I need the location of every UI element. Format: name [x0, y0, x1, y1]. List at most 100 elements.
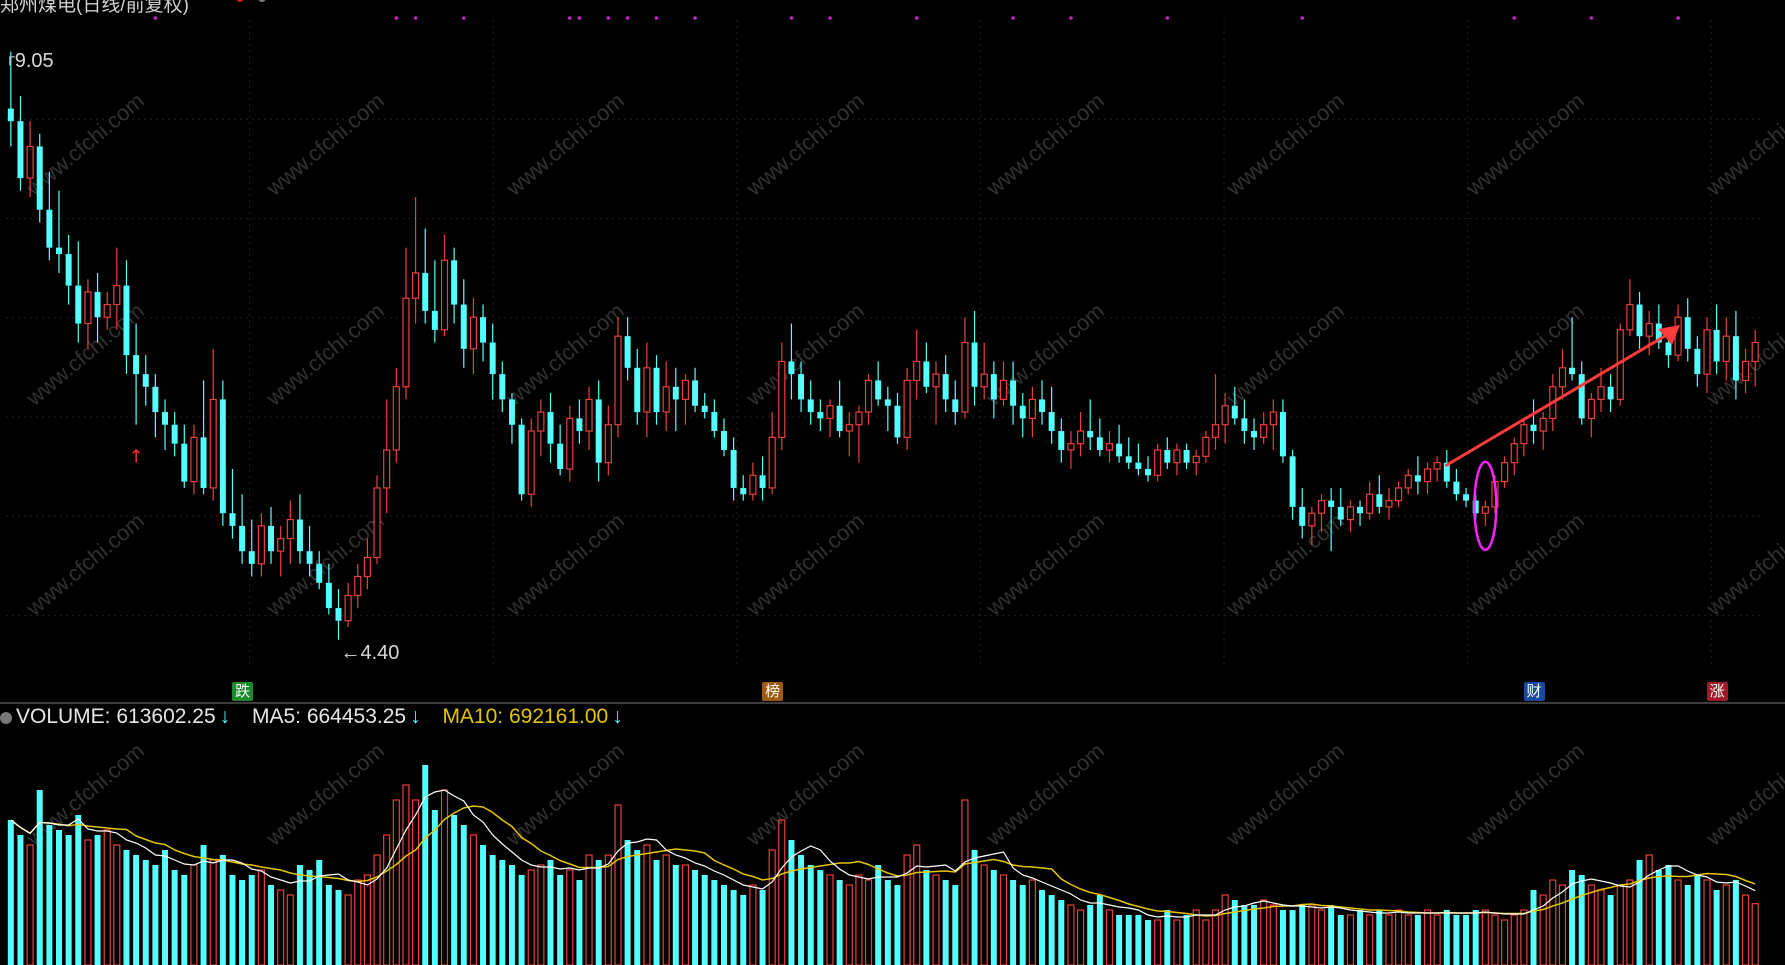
candle-body-down [1125, 456, 1132, 463]
volume-bar-down [1241, 905, 1248, 965]
watermark-text: www.cfchi.com [501, 298, 629, 411]
badge-down-list[interactable]: 跌 [232, 682, 254, 701]
volume-bar-down [171, 870, 178, 965]
volume-bar-up [113, 844, 121, 965]
signal-dot [1300, 16, 1305, 20]
candle-body-down [239, 525, 246, 552]
candle-body-down [65, 253, 72, 286]
candle-body-up [566, 417, 574, 470]
candle-body-down [460, 304, 467, 349]
volume-bar-up [1404, 914, 1412, 965]
candle-body-down [923, 361, 930, 387]
volume-bar-down [335, 890, 342, 965]
volume-bar-down [142, 860, 149, 965]
candle-body-up [1481, 506, 1489, 514]
volume-bar-up [1616, 884, 1624, 965]
settings-dot-icon[interactable] [0, 712, 12, 724]
watermark-text: www.cfchi.com [1701, 88, 1785, 201]
volume-bar-down [1569, 870, 1576, 965]
candle-body-up [1626, 303, 1634, 331]
volume-bar-up [1076, 909, 1085, 965]
volume-bar-down [701, 875, 708, 965]
watermark-text: www.cfchi.com [261, 298, 389, 411]
volume-bar-down [1019, 885, 1026, 965]
candle-body-down [595, 399, 602, 463]
candle-body-down [7, 108, 14, 122]
candle-body-up [1404, 474, 1412, 489]
volume-value: VOLUME: 613602.25 [16, 705, 216, 728]
candle-body-down [1530, 424, 1537, 432]
volume-bar-down [1357, 910, 1364, 965]
volume-bar-down [17, 835, 24, 965]
badge-finance[interactable]: 财 [1523, 682, 1545, 701]
watermark-text: www.cfchi.com [1461, 738, 1589, 851]
volume-bar-down [692, 870, 699, 965]
volume-bar-up [392, 799, 400, 965]
badge-ranking[interactable]: 榜 [762, 682, 784, 701]
candle-body-up [26, 145, 34, 179]
signal-dot [577, 16, 582, 20]
watermark-text: www.cfchi.com [501, 508, 629, 621]
candle-body-up [344, 594, 352, 622]
candle-body-down [1010, 380, 1017, 406]
volume-bar-down [624, 840, 631, 965]
candle-body-down [759, 475, 766, 488]
candle-body-up [190, 436, 198, 483]
volume-bar-up [1346, 914, 1354, 965]
volume-bar-up [1067, 904, 1075, 965]
volume-bar-down [36, 790, 43, 965]
candle-body-down [1145, 468, 1152, 476]
watermark-text: www.cfchi.com [981, 88, 1109, 201]
watermark-text: www.cfchi.com [1461, 298, 1589, 411]
candle-body-down [884, 399, 891, 406]
volume-bar-up [402, 784, 410, 965]
candle-body-down [942, 374, 949, 400]
candle-body-down [1636, 304, 1643, 337]
candle-body-up [1269, 411, 1277, 426]
volume-bar-down [557, 875, 564, 965]
volume-bar-up [643, 844, 651, 965]
candle-body-down [36, 146, 43, 210]
volume-bar-down [1376, 910, 1383, 965]
volume-bar-down [1443, 910, 1450, 965]
candle-body-down [740, 487, 747, 495]
candle-body-up [1385, 499, 1393, 508]
volume-bar-up [1173, 919, 1181, 965]
volume-bar-up [585, 854, 593, 965]
candle-body-up [373, 487, 381, 559]
candle-body-down [576, 418, 583, 432]
candle-body-up [604, 424, 612, 464]
candle-body-down [1694, 348, 1701, 375]
volume-bar-down [759, 890, 766, 965]
volume-bar-down [1665, 865, 1672, 965]
volume-bar-up [1558, 884, 1567, 965]
signal-dot [1011, 16, 1015, 20]
volume-bar-down [489, 855, 496, 965]
volume-bar-up [26, 844, 34, 965]
candle-body-down [1058, 431, 1065, 450]
signal-dot [654, 16, 659, 20]
candle-body-up [1674, 316, 1682, 356]
candle-body-down [1231, 405, 1238, 419]
volume-bar-up [440, 789, 449, 965]
volume-bar-up [1674, 879, 1682, 965]
candle-body-up [778, 360, 786, 438]
volume-bar-up [961, 799, 969, 965]
volume-bar-up [1501, 919, 1509, 965]
candle-body-down [518, 424, 525, 495]
volume-bar-down [720, 885, 727, 965]
candle-body-up [383, 449, 391, 489]
candle-body-down [1251, 431, 1258, 438]
trend-arrow-head [1658, 325, 1680, 345]
candle-body-down [653, 367, 660, 413]
signal-dot [567, 16, 572, 20]
candle-body-down [634, 367, 641, 413]
candle-body-up [1433, 462, 1441, 470]
volume-bar-up [537, 864, 545, 965]
volume-bar-down [836, 880, 843, 965]
badge-up-list[interactable]: 涨 [1706, 682, 1728, 701]
volume-bar-down [884, 880, 891, 965]
candle-body-up [469, 316, 477, 350]
volume-bar-up [932, 874, 940, 965]
